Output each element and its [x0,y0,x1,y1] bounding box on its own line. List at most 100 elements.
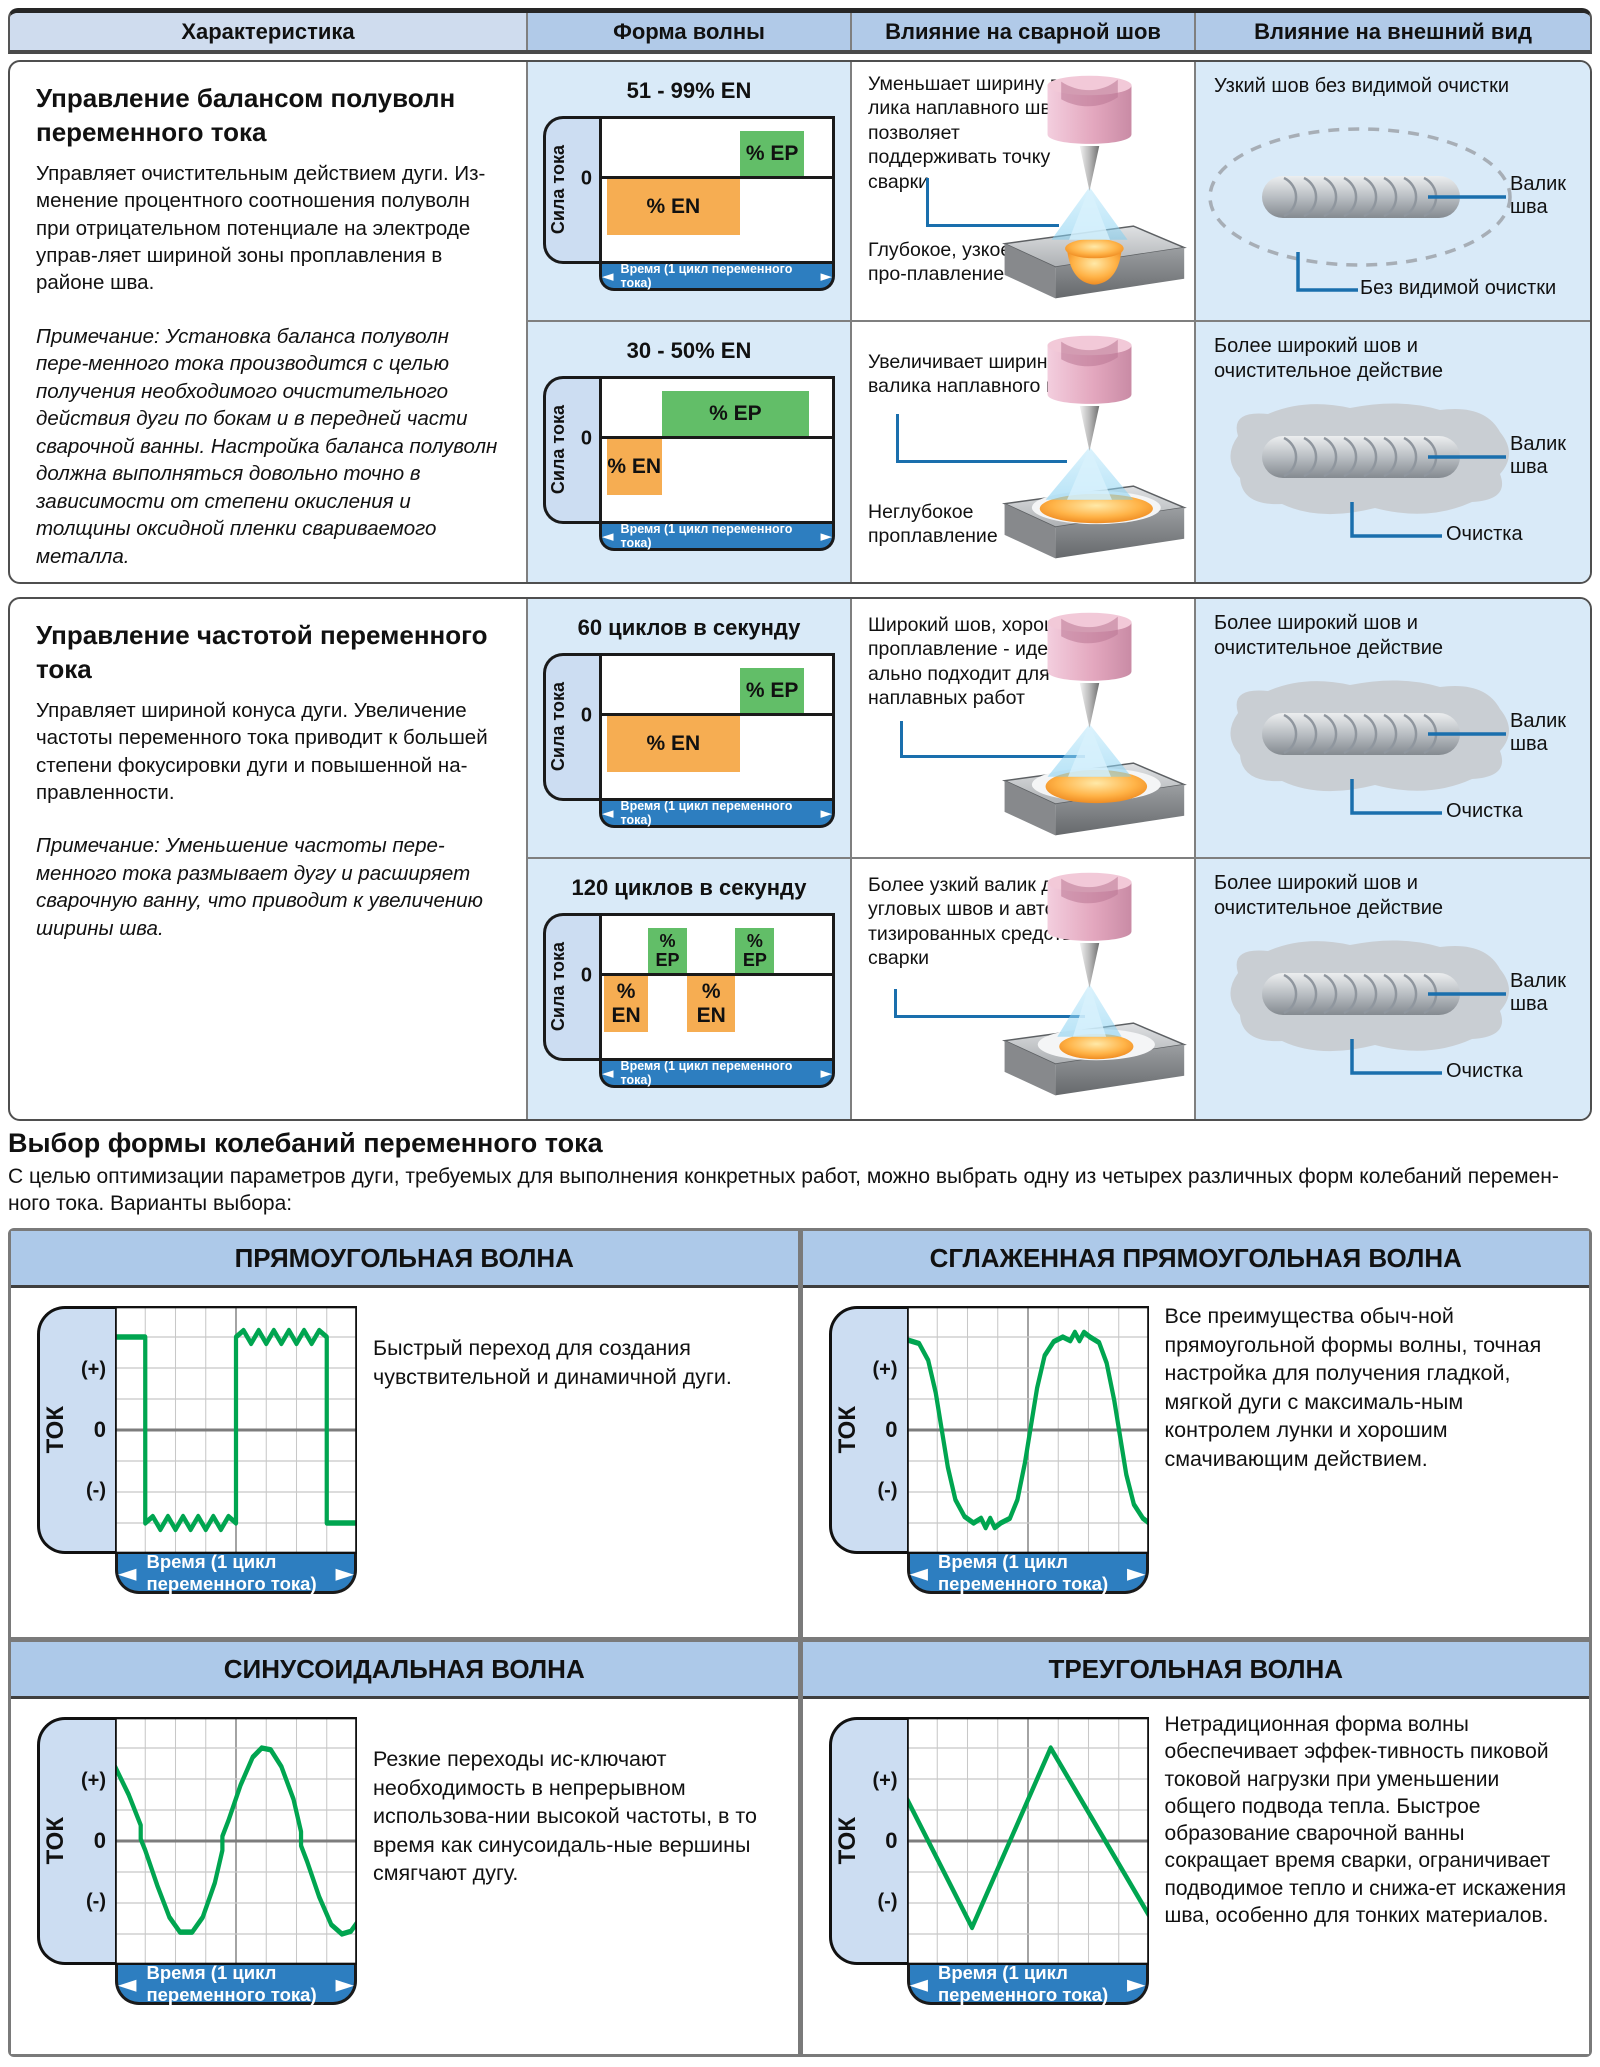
right-arrow-icon: ► [1127,1558,1146,1587]
zero-label: 0 [580,964,592,987]
waveform-cell: 30 - 50% EN Сила тока 0 % EN% EP ◄ Время… [528,322,852,582]
quadrant-text: Быстрый переход для создания чувствитель… [373,1336,732,1389]
zero-label: 0 [580,167,592,190]
weld-bead-illustration [1230,940,1509,1075]
zero-label: 0 [885,1828,898,1853]
cleaning-label: Очистка [1446,523,1523,545]
time-axis-label: Время (1 цикл переменного тока) [620,522,793,550]
current-axis: Сила тока 0 [543,376,599,524]
quadrant-square-wave: ПРЯМОУГОЛЬНАЯ ВОЛНА ТОК (+) 0 (-) ◄ [11,1231,798,1637]
connector-line [894,989,1085,1018]
left-arrow-icon: ◄ [118,1969,137,1998]
en-bar: % EN [687,976,736,1032]
current-axis-label: Сила тока [548,942,568,1032]
right-arrow-icon: ► [820,803,832,822]
time-axis-label: Время (1 цикл переменного тока) [620,1059,793,1087]
minus-label: (-) [877,1479,898,1501]
appearance-cell: Узкий шов без видимой очистки Валик шва … [1196,62,1590,322]
characteristic-title: Управление частотой переменного тока [36,620,488,684]
bead-label: Валик шва [1510,173,1567,218]
left-arrow-icon: ◄ [118,1558,137,1587]
time-axis-bar: ◄ Время (1 цикл переменного тока) ► [599,522,835,551]
quadrant-title: СИНУСОИДАЛЬНАЯ ВОЛНА [11,1642,798,1699]
current-axis-label: ТОК [42,1406,69,1454]
quadrant-text: Нетрадиционная форма волны обеспечивает … [1164,1713,1567,1928]
quadrant-title: ТРЕУГОЛЬНАЯ ВОЛНА [802,1642,1589,1699]
time-axis-label: Время (1 цикл переменного тока) [937,1961,1109,2005]
zero-label: 0 [93,1417,106,1442]
appearance-text: Более широкий шов и очистительное действ… [1214,872,1443,919]
time-axis-bar: ◄ Время (1 цикл переменного тока) ► [599,1059,835,1088]
waveform-cell: 51 - 99% EN Сила тока 0 % EN% EP ◄ Время… [528,62,852,322]
appearance-cell: Более широкий шов и очистительное действ… [1196,322,1590,582]
waveform-title: 120 циклов в секунду [571,875,807,900]
waveform-plot: % EN% EP [599,376,835,524]
current-axis-label: Сила тока [548,682,568,772]
waveform-chart: ТОК (+) 0 (-) ◄ Время (1 цикл переменног… [828,1306,1149,1594]
plus-label: (+) [81,1358,106,1380]
appearance-text: Более широкий шов и очистительное действ… [1214,612,1443,659]
time-axis-bar: ◄ Время (1 цикл переменного тока) ► [599,262,835,291]
zero-label: 0 [885,1417,898,1442]
waveform-chart: ТОК (+) 0 (-) ◄ Время (1 цикл переменног… [828,1717,1149,2005]
current-axis-label: ТОК [833,1406,861,1454]
current-axis: ТОК (+) 0 (-) [828,1306,907,1554]
welding-torch-illustration [1001,75,1187,299]
time-axis-label: Время (1 цикл переменного тока) [146,1550,317,1594]
characteristic-body: Управляет шириной конуса дуги. Увеличени… [36,698,488,804]
waveform-options-grid: ПРЯМОУГОЛЬНАЯ ВОЛНА ТОК (+) 0 (-) ◄ [8,1228,1592,2057]
weld-effect-text: Широкий шов, хорошее проплавление - иде-… [868,614,1082,710]
plus-label: (+) [81,1769,106,1791]
appearance-text: Более широкий шов и очистительное действ… [1214,335,1443,382]
table-row-frequency: Управление частотой переменного тока Упр… [8,597,1592,1121]
penetration-text: Неглубокое проплавление [868,501,998,548]
weld-effect-cell: Уменьшает ширину ва-лика наплавного шва … [852,62,1196,322]
waveform-plot: % EN% EP [599,653,835,801]
waveform-chart: Сила тока 0 % EN% EP ◄ Время (1 цикл пер… [543,376,835,551]
waveform-cell: 120 циклов в секунду Сила тока 0 % EN% E… [528,859,852,1119]
left-arrow-icon: ◄ [602,1063,614,1082]
waveform-title: 51 - 99% EN [626,78,752,103]
cleaning-label: Очистка [1446,1060,1523,1082]
bead-label: Валик шва [1510,970,1567,1015]
time-axis-label: Время (1 цикл переменного тока) [620,262,793,290]
weld-effect-cell: Широкий шов, хорошее проплавление - иде-… [852,599,1196,859]
penetration-text: Глубокое, узкое про-плавление [868,239,1012,286]
weld-effect-text: Увеличивает ширину валика наплавного шва [868,351,1083,398]
waveform-plot [115,1717,357,1965]
current-axis-label: ТОК [833,1817,861,1865]
bead-label: Валик шва [1510,433,1567,478]
cleaning-label: Без видимой очистки [1360,277,1557,299]
ep-bar: % EP [740,668,805,713]
waveform-title: 60 циклов в секунду [577,615,801,640]
appearance-cell: Более широкий шов и очистительное действ… [1196,599,1590,859]
section-intro: С целью оптимизации параметров дуги, тре… [8,1165,1559,1216]
header-characteristic: Характеристика [10,13,528,50]
left-arrow-icon: ◄ [602,266,614,285]
waveform-title: 30 - 50% EN [626,338,752,363]
plus-label: (+) [872,1358,898,1380]
time-axis-bar: ◄ Время (1 цикл переменного тока) ► [906,1550,1149,1594]
time-axis-label: Время (1 цикл переменного тока) [937,1550,1109,1594]
quadrant-triangle-wave: ТРЕУГОЛЬНАЯ ВОЛНА ТОК (+) 0 (-) ◄ [802,1642,1589,2054]
quadrant-title: СГЛАЖЕННАЯ ПРЯМОУГОЛЬНАЯ ВОЛНА [802,1231,1589,1288]
current-axis: ТОК (+) 0 (-) [37,1306,115,1554]
quadrant-text: Резкие переходы ис-ключают необходимость… [373,1747,757,1886]
right-arrow-icon: ► [820,526,832,545]
right-arrow-icon: ► [1127,1969,1146,1998]
weld-effect-text: Уменьшает ширину ва-лика наплавного шва … [868,73,1078,193]
welding-torch-illustration [1001,872,1187,1096]
waveform-chart: ТОК (+) 0 (-) ◄ Время (1 цикл переменног… [37,1717,357,2005]
en-bar: % EN [606,716,740,772]
waveform-plot: % EN% EP% EN% EP [599,913,835,1061]
waveform-cell: 60 циклов в секунду Сила тока 0 % EN% EP… [528,599,852,859]
minus-label: (-) [86,1890,106,1912]
zero-label: 0 [93,1828,106,1853]
section-title: Выбор формы колебаний переменного тока [8,1128,603,1158]
table-row-balance: Управление балансом полуволн переменного… [8,60,1592,584]
header-weld-effect: Влияние на сварной шов [852,13,1196,50]
appearance-text: Узкий шов без видимой очистки [1214,75,1509,97]
appearance-cell: Более широкий шов и очистительное действ… [1196,859,1590,1119]
weld-effect-cell: Увеличивает ширину валика наплавного шва… [852,322,1196,582]
